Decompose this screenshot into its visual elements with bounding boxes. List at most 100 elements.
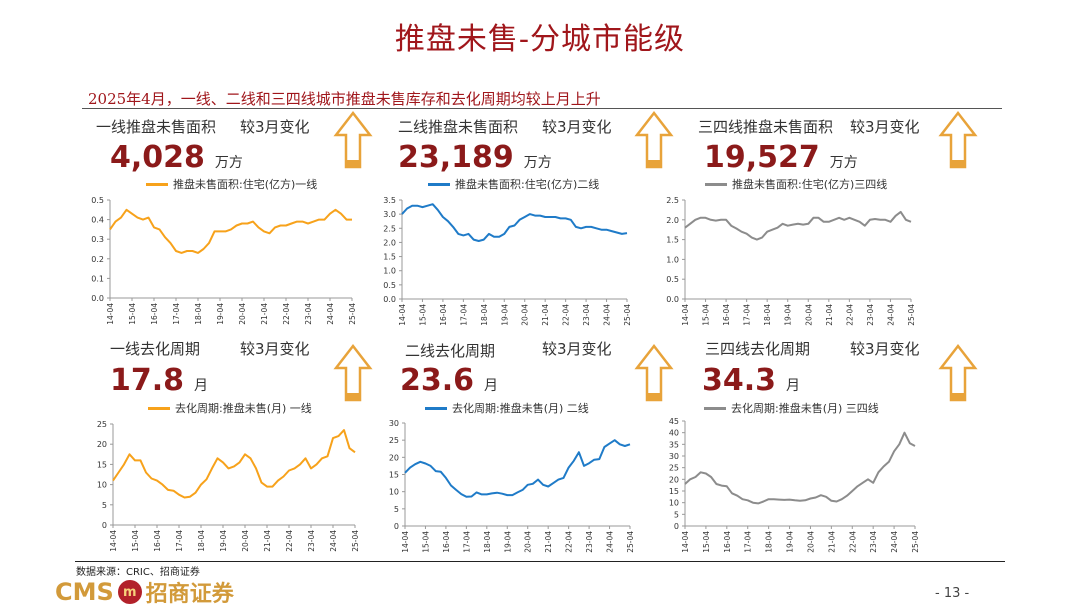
y-tick-label: 3.0 xyxy=(383,210,396,219)
y-tick-label: 0.5 xyxy=(383,281,396,290)
y-tick-label: 2.5 xyxy=(666,196,679,205)
x-tick-label: 25-04 xyxy=(626,531,635,553)
chart-legend: 推盘未售面积:住宅(亿方)二线 xyxy=(428,176,599,192)
x-tick-label: 15-04 xyxy=(131,530,140,552)
y-tick-label: 1.5 xyxy=(383,253,396,262)
x-tick-label: 23-04 xyxy=(585,531,594,553)
x-tick-label: 22-04 xyxy=(562,304,571,326)
compare-label: 较3月变化 xyxy=(542,118,612,136)
up-arrow-icon xyxy=(634,110,674,169)
panel-title: 二线推盘未售面积 xyxy=(398,118,519,136)
value-unit: 万方 xyxy=(523,155,552,171)
y-tick-label: 0 xyxy=(394,522,399,531)
x-tick-label: 16-04 xyxy=(442,531,451,553)
x-tick-label: 15-04 xyxy=(702,304,711,326)
legend-swatch xyxy=(704,406,726,410)
y-tick-label: 1.0 xyxy=(666,255,679,264)
panel-title: 一线推盘未售面积 xyxy=(96,118,217,136)
x-tick-label: 23-04 xyxy=(869,531,878,553)
up-arrow-base xyxy=(346,393,360,400)
logo-emblem-icon: m xyxy=(117,580,142,604)
x-tick-label: 16-04 xyxy=(722,304,731,326)
y-tick-label: 0.0 xyxy=(383,295,396,304)
y-tick-label: 1.0 xyxy=(383,267,396,276)
x-tick-label: 23-04 xyxy=(307,530,316,552)
y-tick-label: 40 xyxy=(669,429,679,438)
y-tick-label: 45 xyxy=(669,417,679,426)
value-row: 17.8 月 xyxy=(110,363,208,398)
x-tick-label: 15-04 xyxy=(702,531,711,553)
x-tick-label: 17-04 xyxy=(743,304,752,326)
up-arrow-icon xyxy=(938,343,978,402)
up-arrow-base xyxy=(647,393,661,400)
series-line xyxy=(684,210,912,241)
value-unit: 万方 xyxy=(829,155,858,171)
x-tick-label: 19-04 xyxy=(216,303,225,325)
up-arrow-base xyxy=(951,160,965,167)
y-tick-label: 10 xyxy=(669,499,679,508)
legend-label: 去化周期:推盘未售(月) 二线 xyxy=(452,402,589,415)
x-tick-label: 24-04 xyxy=(890,531,899,553)
y-tick-label: 0.1 xyxy=(91,274,104,283)
y-tick-label: 0.5 xyxy=(666,275,679,284)
up-arrow-icon xyxy=(333,110,373,169)
x-tick-label: 21-04 xyxy=(541,304,550,326)
legend-label: 去化周期:推盘未售(月) 三四线 xyxy=(731,402,879,415)
legend-label: 去化周期:推盘未售(月) 一线 xyxy=(175,402,312,415)
x-tick-label: 24-04 xyxy=(606,531,615,553)
page-title: 推盘未售-分城市能级 xyxy=(394,22,686,57)
x-tick-label: 25-04 xyxy=(623,304,632,326)
x-tick-label: 18-04 xyxy=(197,530,206,552)
y-tick-label: 0.2 xyxy=(91,255,104,264)
y-tick-label: 2.0 xyxy=(666,216,679,225)
up-arrow-icon xyxy=(938,110,978,169)
x-tick-label: 25-04 xyxy=(911,531,920,553)
x-tick-label: 16-04 xyxy=(153,530,162,552)
subtitle-divider xyxy=(82,108,1002,109)
x-tick-label: 19-04 xyxy=(503,531,512,553)
x-tick-label: 14-04 xyxy=(106,303,115,325)
x-tick-label: 25-04 xyxy=(351,530,360,552)
x-tick-label: 17-04 xyxy=(175,530,184,552)
big-value: 19,527 xyxy=(704,140,820,175)
subtitle: 2025年4月，一线、二线和三四线城市推盘未售库存和去化周期均较上月上升 xyxy=(88,90,601,108)
legend-swatch xyxy=(146,182,168,186)
y-tick-label: 25 xyxy=(669,464,679,473)
x-tick-label: 20-04 xyxy=(524,531,533,553)
x-tick-label: 20-04 xyxy=(806,531,815,553)
y-tick-label: 0.0 xyxy=(91,294,104,303)
y-tick-label: 5 xyxy=(102,501,107,510)
y-tick-label: 15 xyxy=(669,487,679,496)
big-value: 23,189 xyxy=(398,140,514,175)
x-tick-label: 21-04 xyxy=(825,304,834,326)
value-unit: 月 xyxy=(786,378,801,394)
x-tick-label: 16-04 xyxy=(150,303,159,325)
y-tick-label: 5 xyxy=(394,505,399,514)
panel-title: 三四线推盘未售面积 xyxy=(698,118,834,136)
up-arrow-base xyxy=(346,160,360,167)
x-tick-label: 24-04 xyxy=(329,530,338,552)
x-tick-label: 18-04 xyxy=(194,303,203,325)
y-tick-label: 35 xyxy=(669,440,679,449)
x-tick-label: 17-04 xyxy=(172,303,181,325)
chart-legend: 去化周期:推盘未售(月) 一线 xyxy=(148,400,312,416)
x-tick-label: 21-04 xyxy=(827,531,836,553)
x-tick-label: 24-04 xyxy=(603,304,612,326)
y-tick-label: 5 xyxy=(674,510,679,519)
x-tick-label: 23-04 xyxy=(582,304,591,326)
x-tick-label: 21-04 xyxy=(263,530,272,552)
y-tick-label: 0.0 xyxy=(666,295,679,304)
x-tick-label: 15-04 xyxy=(418,304,427,326)
series-line xyxy=(404,439,631,498)
x-tick-label: 17-04 xyxy=(459,304,468,326)
value-row: 23,189 万方 xyxy=(398,140,552,175)
y-tick-label: 3.5 xyxy=(383,196,396,205)
compare-label: 较3月变化 xyxy=(850,340,920,358)
legend-label: 推盘未售面积:住宅(亿方)二线 xyxy=(455,178,600,191)
x-tick-label: 21-04 xyxy=(260,303,269,325)
y-tick-label: 20 xyxy=(389,453,399,462)
x-tick-label: 19-04 xyxy=(784,304,793,326)
y-tick-label: 0.4 xyxy=(91,216,104,225)
y-tick-label: 0.3 xyxy=(91,235,104,244)
y-tick-label: 2.0 xyxy=(383,238,396,247)
